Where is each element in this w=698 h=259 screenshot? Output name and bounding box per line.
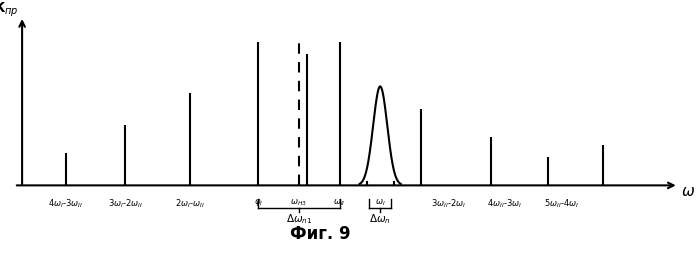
Text: 4$\omega_{II}$-3$\omega_I$: 4$\omega_{II}$-3$\omega_I$ [487, 197, 523, 210]
Text: $\Delta\omega_{n1}$: $\Delta\omega_{n1}$ [285, 213, 312, 226]
Text: 5$\omega_{II}$-4$\omega_I$: 5$\omega_{II}$-4$\omega_I$ [544, 197, 579, 210]
Text: $\omega$: $\omega$ [681, 184, 695, 199]
Text: К$_{пр}$: К$_{пр}$ [0, 1, 19, 19]
Text: $\omega_{H3}$: $\omega_{H3}$ [290, 197, 307, 208]
Text: $\omega_{II}$: $\omega_{II}$ [334, 197, 346, 208]
Text: 4$\omega_I$-3$\omega_{II}$: 4$\omega_I$-3$\omega_{II}$ [48, 197, 83, 210]
Text: 2$\omega_I$-$\omega_{II}$: 2$\omega_I$-$\omega_{II}$ [175, 197, 205, 210]
Text: $\varphi_I$: $\varphi_I$ [253, 197, 262, 208]
Text: 3$\omega_{II}$-2$\omega_I$: 3$\omega_{II}$-2$\omega_I$ [431, 197, 466, 210]
Text: 3$\omega_I$-2$\omega_{II}$: 3$\omega_I$-2$\omega_{II}$ [107, 197, 142, 210]
Text: $\Delta\omega_n$: $\Delta\omega_n$ [369, 213, 391, 226]
Text: Фиг. 9: Фиг. 9 [290, 225, 351, 243]
Text: $\omega_I$: $\omega_I$ [375, 197, 385, 208]
